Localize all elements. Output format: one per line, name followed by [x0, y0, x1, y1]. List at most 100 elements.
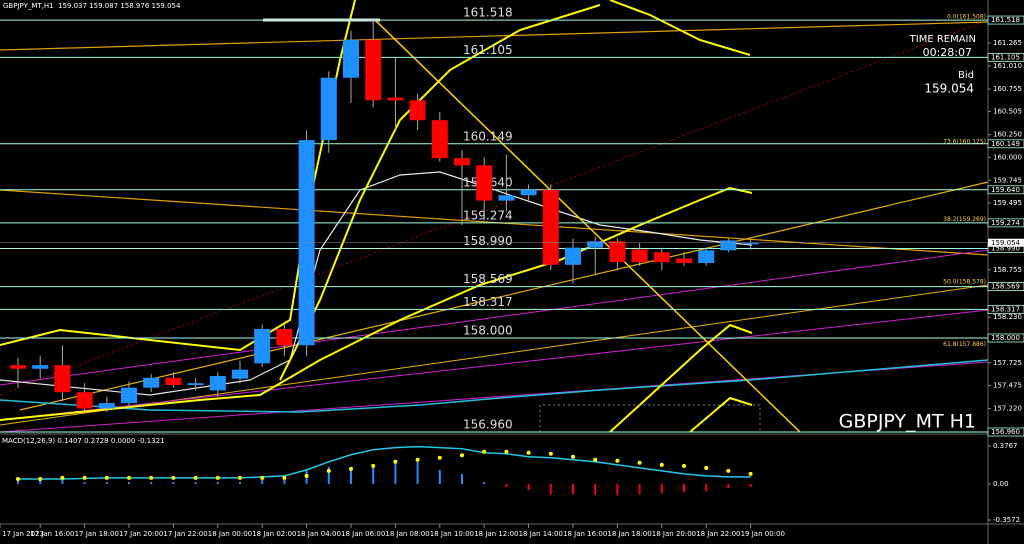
y-tick-label: 161.265: [993, 39, 1022, 47]
ma-line: [0, 171, 753, 396]
y-tick-label: 0.00: [993, 480, 1009, 488]
level-tag-label: 158.990: [991, 245, 1020, 253]
timer-label: TIME REMAIN: [909, 34, 976, 45]
timer-value: 00:28:07: [923, 46, 972, 59]
x-tick-label: 18 Jan 08:00: [385, 530, 429, 538]
macd-bar: [705, 483, 708, 492]
signal-dot: [415, 457, 420, 462]
signal-dot: [326, 468, 331, 473]
bid-tag-label: 159.054: [991, 239, 1020, 247]
macd-bar: [150, 481, 153, 484]
trend-line: [19, 181, 989, 411]
x-tick-label: 18 Jan 18:00: [607, 530, 651, 538]
candle-body: [32, 365, 49, 369]
x-tick-label: 17 Jan 22:00: [163, 530, 207, 538]
macd-bar: [372, 466, 375, 484]
x-tick-label: 17 Jan 2023: [2, 530, 44, 538]
candle-body: [676, 258, 692, 263]
signal-dot: [104, 475, 109, 480]
macd-bar: [83, 481, 86, 484]
x-tick-label: 18 Jan 04:00: [297, 530, 341, 538]
signal-dot: [38, 476, 43, 481]
signal-dot: [171, 475, 176, 480]
candle-body: [565, 247, 581, 265]
macd-bar: [261, 479, 264, 484]
signal-dot: [82, 475, 87, 480]
macd-bar: [172, 481, 175, 484]
band-curve: [279, 4, 601, 381]
x-tick-label: 18 Jan 22:00: [696, 530, 740, 538]
y-tick-label: 160.505: [993, 108, 1022, 116]
y-tick-label: 159.745: [993, 176, 1022, 184]
magenta-line: [0, 249, 989, 386]
candle-body: [409, 100, 426, 121]
y-tick-label: 160.000: [993, 153, 1022, 161]
level-tag-label: 161.518: [991, 16, 1020, 24]
fib-label: 61.8(157.886): [943, 341, 986, 348]
signal-dot: [215, 475, 220, 480]
x-tick-label: 18 Jan 06:00: [341, 530, 385, 538]
level-label: 158.317: [463, 295, 513, 309]
band-lower: [0, 186, 753, 421]
signal-dot: [16, 476, 20, 481]
signal-dot: [637, 460, 642, 465]
candle-body: [542, 189, 559, 265]
candle-body: [365, 39, 382, 101]
trend-line: [374, 19, 801, 433]
macd-bar: [105, 481, 108, 484]
macd-bar: [416, 461, 419, 484]
y-tick-label: 159.495: [993, 199, 1022, 207]
macd-bar: [438, 469, 441, 484]
signal-dot: [60, 475, 65, 480]
level-tag: [987, 52, 1024, 62]
fib-base-line: [0, 21, 989, 51]
candle-body: [631, 249, 648, 263]
x-tick-label: 18 Jan 12:00: [474, 530, 518, 538]
level-tag-label: 158.000: [991, 334, 1020, 342]
macd-bar: [394, 459, 397, 484]
x-tick-label: 18 Jan 00:00: [208, 530, 252, 538]
level-tag-label: 160.149: [991, 140, 1020, 148]
level-label: 158.000: [463, 324, 513, 338]
level-label: 161.518: [463, 6, 513, 20]
signal-dot: [726, 468, 731, 473]
x-tick-label: 18 Jan 02:00: [252, 530, 296, 538]
candle-body: [609, 241, 626, 263]
macd-title: MACD(12,26,9) 0.1407 0.2728 0.0000 -0.13…: [2, 437, 165, 445]
macd-line: [18, 445, 751, 480]
level-label: 158.569: [463, 272, 513, 286]
signal-dot: [504, 449, 509, 454]
signal-dot: [393, 459, 398, 464]
macd-bar: [350, 469, 352, 484]
band-curve: [689, 396, 753, 433]
candle-body: [254, 328, 271, 364]
candle-body: [10, 365, 26, 369]
candle-body: [476, 165, 493, 201]
macd-bar: [239, 481, 241, 484]
signal-dot: [193, 475, 198, 480]
candle-body: [276, 328, 293, 346]
bid-value: 159.054: [924, 82, 974, 96]
signal-dot: [571, 454, 575, 459]
signal-dot: [593, 457, 598, 462]
level-tag: [987, 282, 1024, 291]
fib-label: 50.0(158.578): [943, 278, 986, 285]
level-tag: [987, 333, 1024, 343]
level-tag-label: 159.274: [991, 219, 1020, 227]
y-tick-label: 160.250: [993, 131, 1022, 139]
signal-dot: [526, 450, 531, 455]
ma-line: [0, 359, 989, 413]
x-tick-label: 17 Jan 16:00: [30, 530, 74, 538]
bid-tag: [988, 238, 1024, 247]
signal-dot: [282, 475, 287, 480]
y-tick-label: 157.725: [993, 359, 1022, 367]
macd-bar: [461, 473, 463, 484]
level-tag: [987, 427, 1024, 437]
level-tag: [987, 15, 1024, 25]
level-label: 161.105: [463, 43, 513, 57]
level-tag: [987, 304, 1024, 314]
signal-dot: [548, 451, 553, 456]
macd-bar: [283, 479, 286, 484]
signal-dot: [149, 475, 154, 480]
